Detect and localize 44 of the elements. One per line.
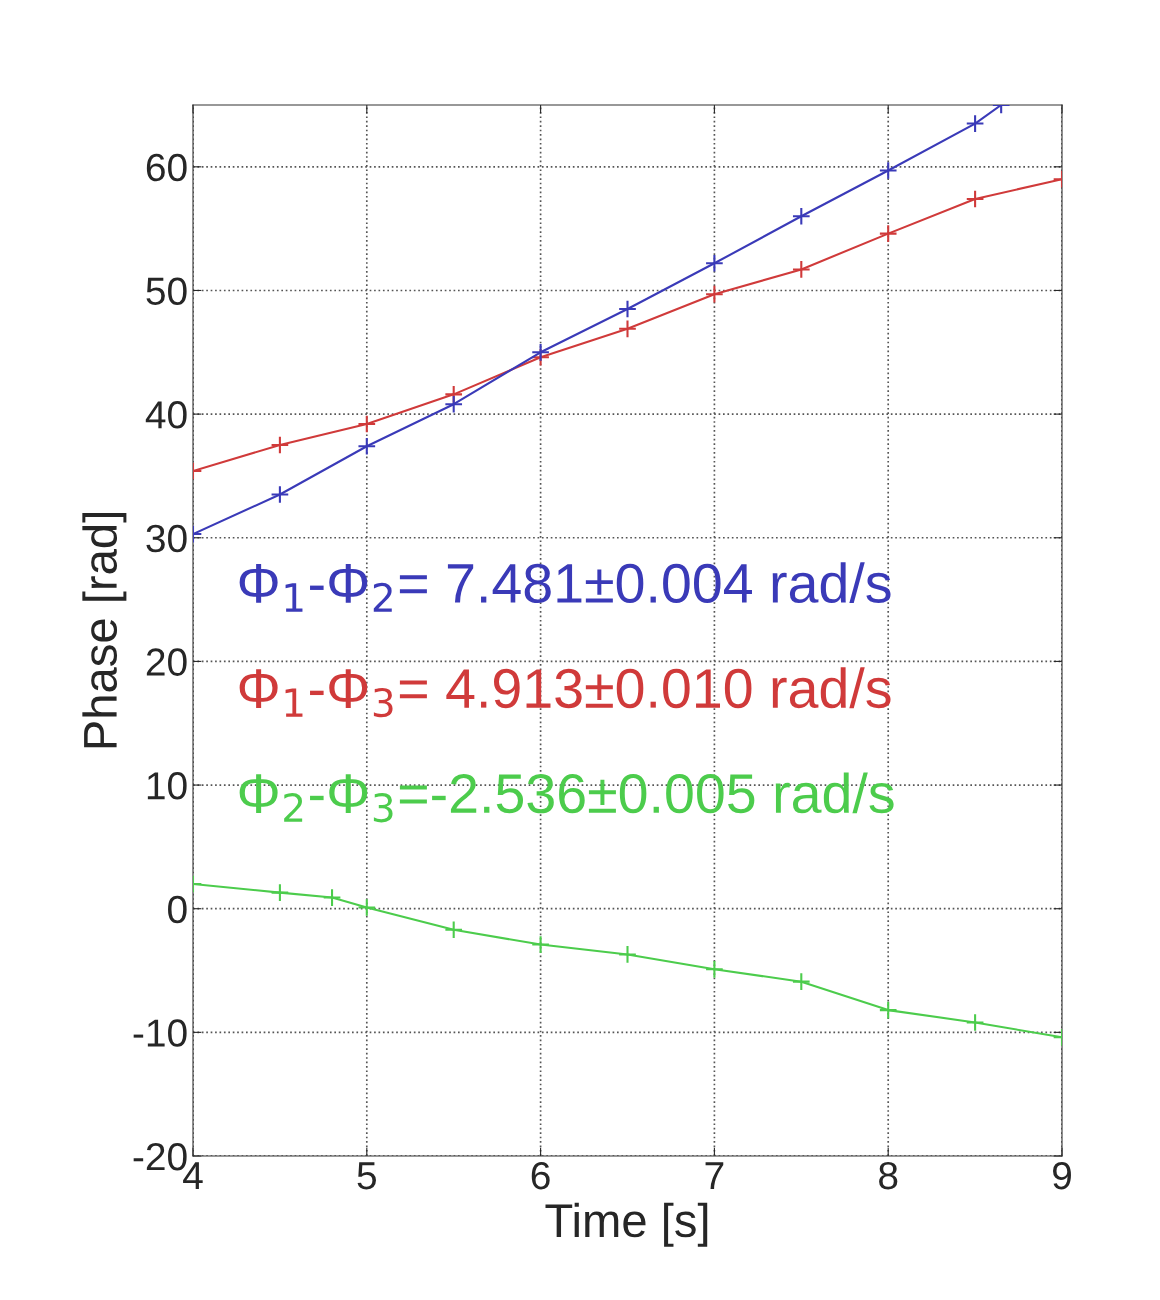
- point: [965, 189, 985, 209]
- point: [791, 206, 811, 226]
- x-tick-label: 5: [357, 1162, 376, 1190]
- point: [878, 224, 898, 243]
- y-tick-label: -10: [133, 1019, 187, 1047]
- x-axis-title: Time [s]: [545, 1202, 708, 1247]
- y-axis-title: Phase [rad]: [82, 513, 127, 748]
- x-tick-label: 9: [1053, 1161, 1071, 1190]
- x-tick-label: 6: [531, 1161, 550, 1190]
- point: [791, 972, 811, 992]
- point: [270, 435, 290, 455]
- point: [965, 1013, 985, 1032]
- point: [270, 485, 290, 504]
- y-tick-label: 60: [146, 153, 187, 182]
- annotation: Φ$_{1}$-Φ$_{3}$= 4.913±0.010 rad/s: [239, 667, 891, 718]
- point: [705, 284, 724, 304]
- point: [618, 319, 637, 339]
- point: [705, 959, 724, 979]
- point: [531, 935, 550, 954]
- x-tick-label: 8: [879, 1161, 898, 1190]
- point: [357, 898, 377, 917]
- x-tick-label: 7: [705, 1162, 724, 1190]
- point: [878, 1000, 898, 1020]
- y-tick-label: 30: [146, 524, 187, 553]
- point: [357, 436, 377, 456]
- point: [531, 342, 550, 362]
- point: [878, 161, 898, 180]
- point: [270, 883, 290, 903]
- point: [322, 888, 342, 907]
- point: [444, 394, 464, 414]
- point: [618, 945, 637, 964]
- point: [357, 414, 377, 434]
- y-tick-label: 40: [145, 401, 187, 429]
- annotation: Φ$_{2}$-Φ$_{3}$=-2.536±0.005 rad/s: [239, 772, 894, 823]
- point: [965, 114, 985, 133]
- point: [618, 299, 637, 319]
- point: [705, 253, 724, 273]
- y-tick-label: 0: [168, 895, 187, 924]
- point: [791, 260, 811, 279]
- y-tick-label: 10: [147, 771, 187, 800]
- y-tick-label: 50: [146, 277, 187, 305]
- point: [444, 920, 464, 940]
- y-tick-label: 20: [146, 648, 187, 676]
- annotation: Φ$_{1}$-Φ$_{2}$= 7.481±0.004 rad/s: [239, 562, 891, 612]
